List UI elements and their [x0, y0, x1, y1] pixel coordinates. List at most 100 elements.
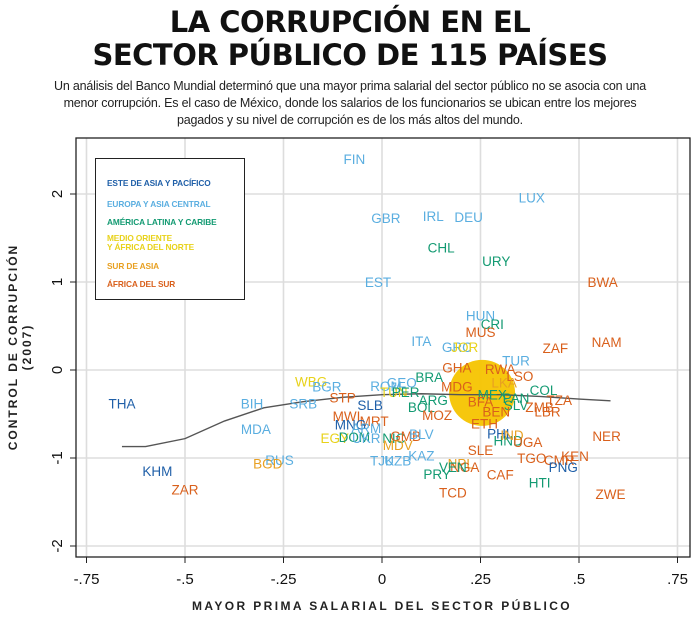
data-point-uzb: UZB	[384, 454, 411, 469]
data-point-col: COL	[530, 383, 558, 398]
x-tick-label: .5	[573, 571, 586, 588]
data-point-ury: URY	[482, 254, 510, 269]
data-point-hti: HTI	[529, 476, 551, 491]
data-point-ben: BEN	[482, 404, 510, 419]
data-point-gmb: GMB	[390, 429, 421, 444]
legend-item-south-asia: SUR DE ASIA	[107, 261, 160, 271]
x-tick-label: -.5	[176, 571, 194, 588]
data-point-phl: PHL	[487, 426, 514, 441]
data-point-kaz: KAZ	[408, 448, 434, 463]
x-tick-label: .25	[470, 571, 491, 588]
data-point-bol: BOL	[408, 400, 436, 415]
data-point-lbr: LBR	[534, 404, 561, 419]
data-point-rom: ROM	[370, 379, 402, 394]
mexico-highlight-circle	[449, 359, 516, 426]
data-point-ind: IND	[500, 428, 524, 443]
data-point-arm: ARM	[351, 421, 381, 436]
data-point-pan: PAN	[503, 391, 530, 406]
data-point-est: EST	[365, 275, 391, 290]
data-point-slv: SLV	[504, 398, 529, 413]
data-point-ner: NER	[592, 429, 621, 444]
x-tick-label: 0	[378, 571, 386, 588]
data-point-tcd: TCD	[439, 485, 467, 500]
plot-frame	[75, 137, 691, 558]
data-point-wbg: WBG	[295, 374, 327, 389]
fit-line	[121, 393, 611, 448]
data-point-npl: NPL	[448, 456, 475, 471]
data-point-arg: ARG	[419, 393, 448, 408]
data-point-fin: FIN	[344, 152, 366, 167]
data-point-hun: HUN	[466, 308, 495, 323]
data-point-lka: LKA	[491, 375, 517, 390]
data-point-bfa: BFA	[468, 395, 494, 410]
data-point-ken: KEN	[561, 449, 589, 464]
data-point-deu: DEU	[454, 210, 483, 225]
data-point-bgd: BGD	[253, 456, 283, 471]
data-point-geo: GEO	[387, 375, 417, 390]
x-tick-label: -.75	[74, 571, 100, 588]
data-point-moz: MOZ	[422, 408, 452, 423]
data-point-tgo: TGO	[517, 451, 546, 466]
axis-ticks: -.75 -.5 -.25 0 .25 .5 .75 2 1 0 -1 -2	[49, 190, 688, 588]
data-point-jor: JOR	[451, 340, 478, 355]
data-point-bih: BIH	[241, 396, 264, 411]
data-point-slb: SLB	[357, 398, 383, 413]
data-point-srb: SRB	[289, 396, 317, 411]
data-point-stp: STP	[329, 390, 355, 405]
data-point-tha: THA	[108, 396, 135, 411]
data-point-mrt: MRT	[360, 414, 389, 429]
data-point-mwi: MWI	[333, 409, 361, 424]
data-point-sle: SLE	[468, 443, 494, 458]
data-point-tur: TUR	[502, 353, 530, 368]
data-point-png: PNG	[549, 460, 578, 475]
data-point-chl: CHL	[428, 241, 455, 256]
legend-item-sub-saharan-africa: ÁFRICA DEL SUR	[107, 279, 176, 289]
data-point-lux: LUX	[519, 191, 545, 206]
data-point-hnd: HND	[493, 433, 522, 448]
data-point-bgr: BGR	[312, 380, 342, 395]
title-line-1: LA CORRUPCIÓN EN EL	[169, 5, 531, 39]
data-point-mdg: MDG	[441, 380, 473, 395]
legend: ESTE DE ASIA Y PACÍFICO EUROPA Y ASIA CE…	[95, 158, 245, 300]
chart-subtitle: Un análisis del Banco Mundial determinó …	[54, 79, 646, 127]
data-point-nic: NIC	[382, 431, 406, 446]
title-line-2: SECTOR PÚBLICO DE 115 PAÍSES	[92, 38, 608, 72]
x-axis-label: MAYOR PRIMA SALARIAL DEL SECTOR PÚBLICO	[191, 599, 573, 613]
data-point-bra: BRA	[415, 370, 443, 385]
data-point-nga: NGA	[450, 460, 479, 475]
highlight-layer	[449, 359, 516, 426]
data-point-mus: MUS	[466, 325, 496, 340]
data-point-zaf: ZAF	[543, 341, 569, 356]
data-point-grc: GRC	[442, 340, 472, 355]
y-tick-label: 0	[49, 366, 66, 374]
data-point-mng: MNG	[335, 418, 367, 433]
y-tick-label: -2	[49, 539, 66, 552]
data-point-zwe: ZWE	[596, 487, 626, 502]
data-point-eth: ETH	[471, 417, 498, 432]
legend-item-middle-east-line2: Y ÁFRICA DEL NORTE	[107, 242, 195, 252]
fit-line-layer	[121, 393, 611, 448]
data-point-khm: KHM	[142, 464, 172, 479]
data-point-dom: DOM	[339, 430, 371, 445]
data-point-tjk: TJK	[370, 454, 394, 469]
y-tick-label: 1	[49, 278, 66, 286]
data-point-gbr: GBR	[371, 211, 401, 226]
x-tick-label: -.25	[271, 571, 297, 588]
data-point-rwa: RWA	[485, 362, 516, 377]
data-point-egy: EGY	[320, 431, 349, 446]
data-point-gha: GHA	[442, 360, 471, 375]
data-point-uga: UGA	[513, 435, 542, 450]
data-point-tun: TUN	[380, 385, 408, 400]
legend-item-middle-east-line1: MEDIO ORIENTE	[107, 233, 173, 243]
data-point-ukr: UKR	[352, 431, 381, 446]
data-point-blv: BLV	[409, 427, 434, 442]
data-point-irl: IRL	[423, 209, 445, 224]
legend-item-east-asia-pacific: ESTE DE ASIA Y PACÍFICO	[107, 178, 211, 188]
data-point-mdv: MDV	[383, 438, 413, 453]
data-point-cmr: CMR	[544, 453, 575, 468]
legend-item-latin-america: AMÉRICA LATINA Y CARIBE	[107, 217, 217, 227]
data-point-rus: RUS	[265, 453, 294, 468]
data-point-pry: PRY	[423, 467, 451, 482]
